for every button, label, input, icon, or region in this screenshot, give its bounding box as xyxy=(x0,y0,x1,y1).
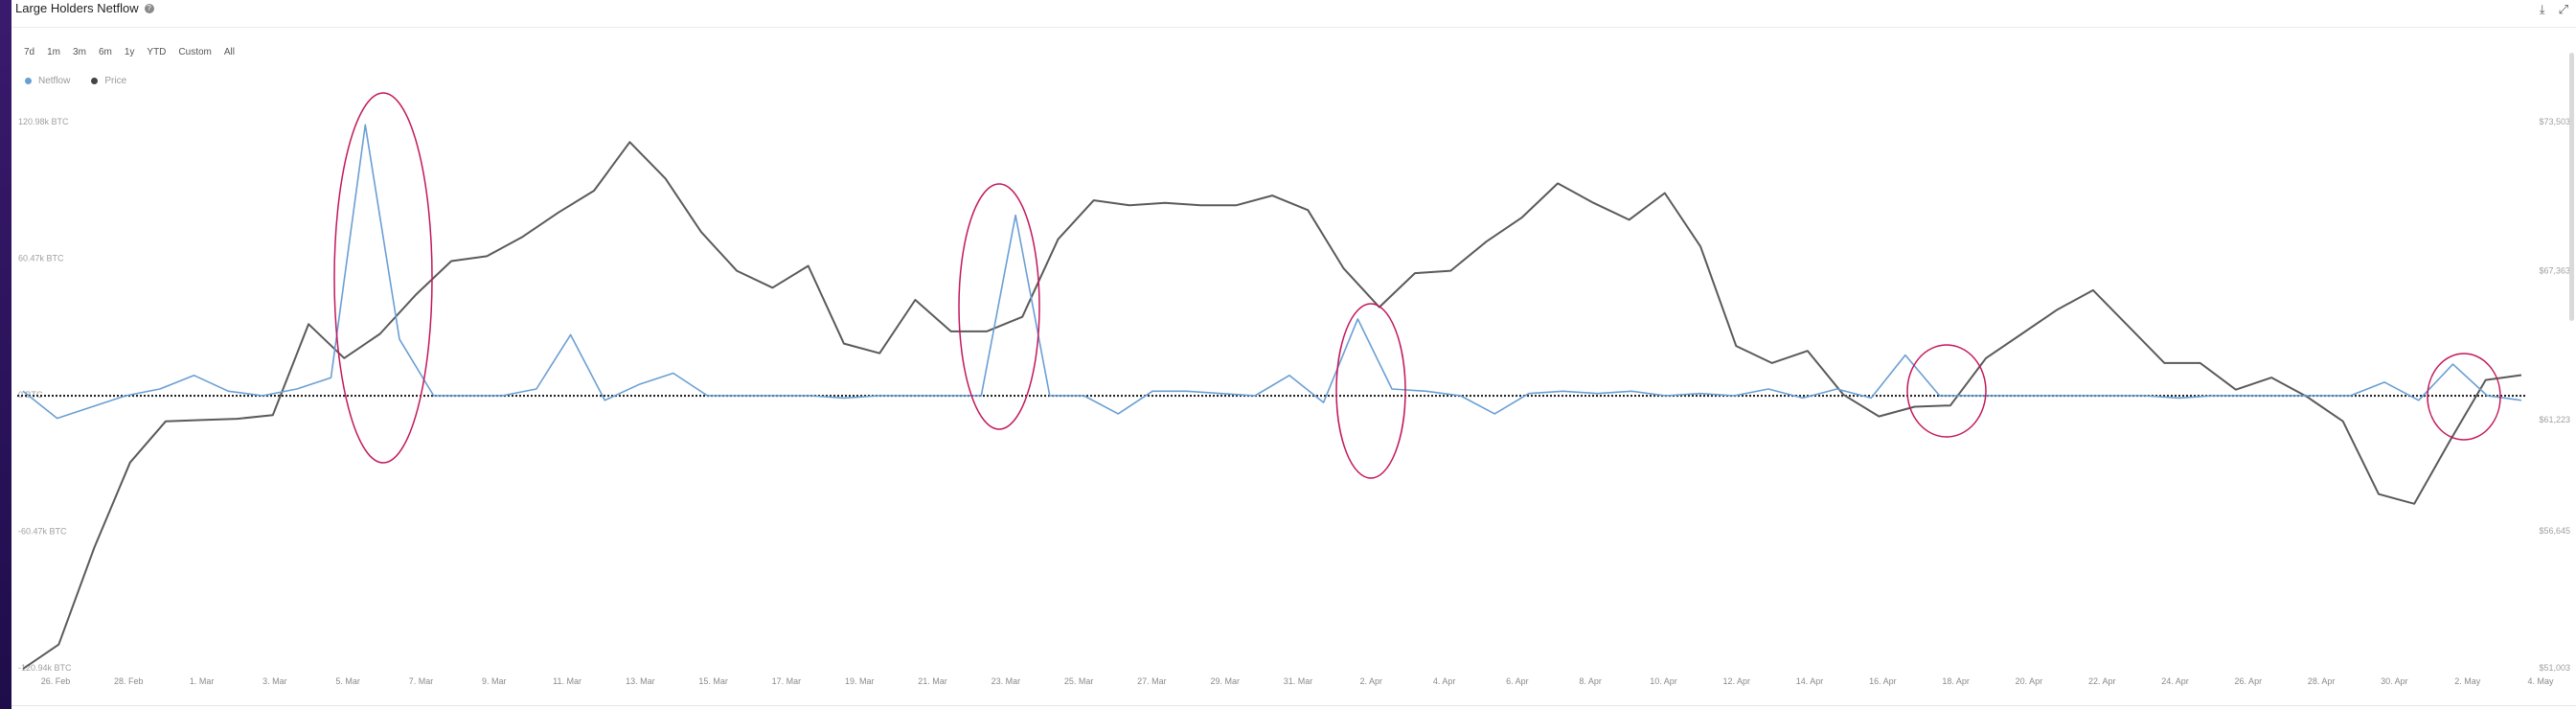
range-all-button[interactable]: All xyxy=(223,47,235,57)
x-axis-tick-label: 10. Apr xyxy=(1650,676,1677,686)
range-1y-button[interactable]: 1y xyxy=(124,47,135,57)
x-axis-tick-label: 3. Mar xyxy=(262,676,287,686)
x-axis-tick-label: 26. Feb xyxy=(41,676,71,686)
bottom-divider xyxy=(11,705,2576,706)
range-ytd-button[interactable]: YTD xyxy=(147,47,167,57)
legend-item-price[interactable]: Price xyxy=(91,76,126,86)
x-axis-tick-label: 13. Mar xyxy=(626,676,655,686)
x-axis-tick-label: 2. Apr xyxy=(1360,676,1383,686)
download-icon[interactable]: ⤓ xyxy=(2539,2,2545,16)
range-6m-button[interactable]: 6m xyxy=(98,47,112,57)
legend-label-netflow: Netflow xyxy=(38,76,71,86)
left-axis-tick-label: 60.47k BTC xyxy=(18,254,64,263)
left-edge-strip xyxy=(0,0,11,709)
x-axis-tick-label: 19. Mar xyxy=(845,676,875,686)
left-axis-tick-label: -120.94k BTC xyxy=(18,663,72,673)
chart-legend: Netflow Price xyxy=(25,76,126,86)
x-axis-tick-label: 16. Apr xyxy=(1869,676,1897,686)
header-divider xyxy=(11,27,2576,28)
expand-icon[interactable]: ⤢ xyxy=(2558,2,2568,16)
highlight-ellipse-5 xyxy=(2427,353,2501,441)
x-axis-tick-label: 22. Apr xyxy=(2088,676,2116,686)
legend-dot-netflow xyxy=(25,78,32,84)
x-axis-tick-label: 15. Mar xyxy=(698,676,728,686)
x-axis-tick-label: 6. Apr xyxy=(1506,676,1529,686)
highlight-ellipse-1 xyxy=(333,92,433,464)
range-3m-button[interactable]: 3m xyxy=(73,47,86,57)
x-axis-tick-label: 21. Mar xyxy=(918,676,947,686)
x-axis-tick-label: 26. Apr xyxy=(2235,676,2263,686)
x-axis-tick-label: 12. Apr xyxy=(1722,676,1750,686)
x-axis-tick-label: 5. Mar xyxy=(335,676,360,686)
right-axis-tick-label: $61,223 xyxy=(2539,415,2570,424)
question-circle-icon[interactable]: ? xyxy=(144,3,154,13)
x-axis-tick-label: 24. Apr xyxy=(2161,676,2189,686)
x-axis-tick-label: 18. Apr xyxy=(1942,676,1970,686)
netflow-line xyxy=(22,124,2522,420)
x-axis-tick-label: 23. Mar xyxy=(992,676,1021,686)
range-7d-button[interactable]: 7d xyxy=(24,47,35,57)
x-axis-tick-label: 27. Mar xyxy=(1137,676,1167,686)
x-axis-tick-label: 4. May xyxy=(2527,676,2554,686)
x-axis-tick-label: 8. Apr xyxy=(1579,676,1602,686)
chart-title-text: Large Holders Netflow xyxy=(15,1,139,15)
right-axis-tick-label: $56,645 xyxy=(2539,526,2570,536)
x-axis-tick-label: 11. Mar xyxy=(553,676,581,686)
highlight-ellipse-2 xyxy=(958,183,1040,430)
x-axis-tick-label: 25. Mar xyxy=(1064,676,1094,686)
x-axis-tick-label: 20. Apr xyxy=(2016,676,2043,686)
x-axis-tick-label: 30. Apr xyxy=(2381,676,2408,686)
left-axis-tick-label: 0 BTC xyxy=(18,390,43,400)
top-toolbar: ⤓ ⤢ xyxy=(2540,2,2568,17)
right-axis-tick-label: $67,363 xyxy=(2539,266,2570,276)
x-axis-tick-label: 29. Mar xyxy=(1210,676,1240,686)
left-axis-tick-label: -60.47k BTC xyxy=(18,527,67,537)
x-axis-tick-label: 4. Apr xyxy=(1433,676,1456,686)
x-axis-tick-label: 28. Apr xyxy=(2308,676,2336,686)
range-custom-button[interactable]: Custom xyxy=(178,47,212,57)
legend-dot-price xyxy=(91,78,99,84)
legend-label-price: Price xyxy=(104,76,127,86)
price-line xyxy=(22,141,2522,670)
x-axis-tick-label: 28. Feb xyxy=(114,676,144,686)
vertical-scrollbar[interactable] xyxy=(2569,53,2574,321)
right-axis-tick-label: $73,503 xyxy=(2539,117,2570,126)
chart-title: Large Holders Netflow ? xyxy=(15,1,154,15)
right-axis-tick-label: $51,003 xyxy=(2539,663,2570,673)
time-range-selector: 7d 1m 3m 6m 1y YTD Custom All xyxy=(22,46,237,58)
x-axis-tick-label: 1. Mar xyxy=(190,676,215,686)
legend-item-netflow[interactable]: Netflow xyxy=(25,76,70,86)
x-axis-tick-label: 31. Mar xyxy=(1284,676,1313,686)
x-axis-tick-label: 2. May xyxy=(2454,676,2481,686)
x-axis-tick-label: 7. Mar xyxy=(409,676,434,686)
x-axis-tick-label: 17. Mar xyxy=(772,676,802,686)
highlight-ellipse-4 xyxy=(1906,344,1987,438)
x-axis-tick-label: 9. Mar xyxy=(482,676,507,686)
range-1m-button[interactable]: 1m xyxy=(47,47,61,57)
left-axis-tick-label: 120.98k BTC xyxy=(18,117,69,126)
x-axis-tick-label: 14. Apr xyxy=(1796,676,1824,686)
highlight-ellipse-3 xyxy=(1335,303,1406,479)
